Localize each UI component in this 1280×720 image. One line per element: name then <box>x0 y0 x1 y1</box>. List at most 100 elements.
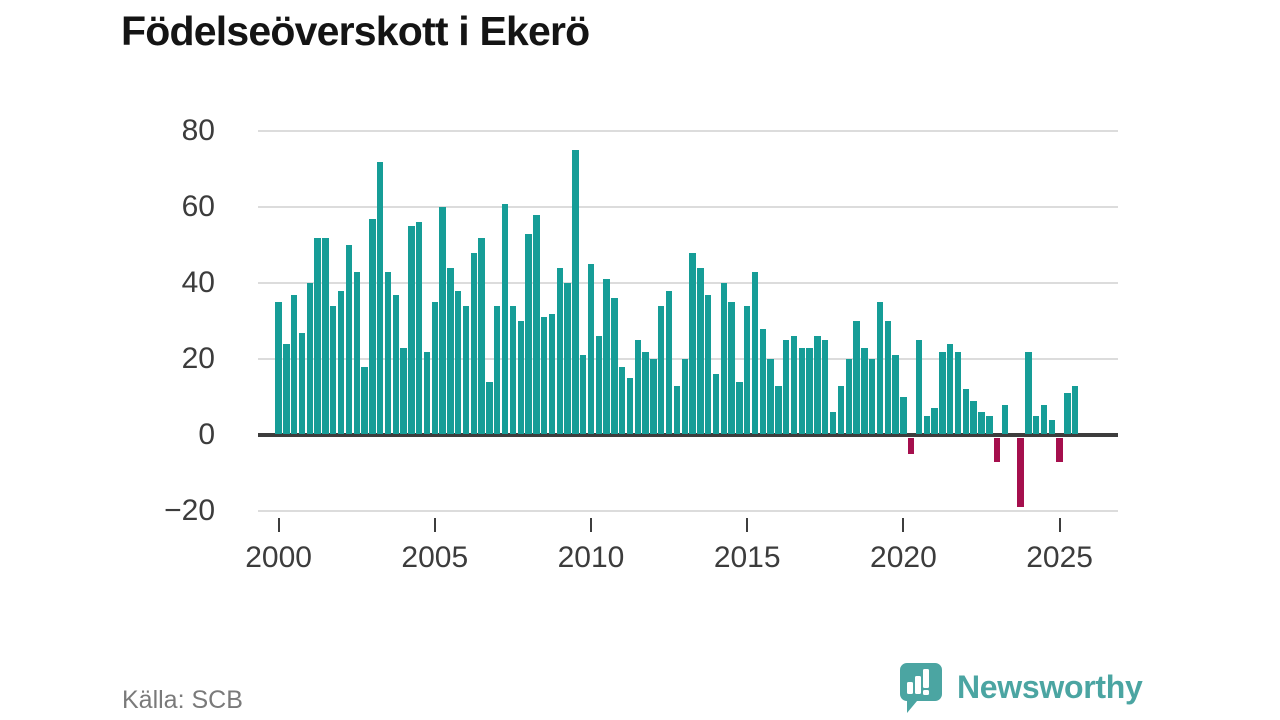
bar-2004Q4 <box>423 351 431 434</box>
y-tick-label-80: 80 <box>181 114 215 148</box>
bar-2017Q1 <box>806 347 813 434</box>
bar-2024Q4 <box>1048 419 1055 434</box>
bar-2006Q4 <box>486 381 493 434</box>
zero-axis-line <box>258 433 1118 437</box>
bar-2016Q3 <box>790 336 798 434</box>
bar-2003Q1 <box>369 218 376 434</box>
x-tick-label-2015: 2015 <box>713 541 781 574</box>
bar-2021Q4 <box>954 351 962 434</box>
bar-2018Q3 <box>853 321 860 434</box>
x-tick-2015 <box>746 518 749 532</box>
bar-2002Q2 <box>345 245 353 434</box>
bar-2025Q1 <box>1056 437 1063 462</box>
bar-2025Q2 <box>1064 393 1071 434</box>
bar-2021Q1 <box>931 408 938 434</box>
bar-2025Q3 <box>1072 385 1079 434</box>
bar-2009Q1 <box>556 268 563 434</box>
x-tick-label-2005: 2005 <box>401 541 469 574</box>
x-tick-2010 <box>590 518 592 532</box>
bar-2001Q2 <box>314 237 321 434</box>
x-tick-label-2025: 2025 <box>1026 541 1093 574</box>
bar-2013Q3 <box>697 268 704 434</box>
bar-2009Q4 <box>579 355 587 434</box>
newsworthy-bubble-chart-icon <box>899 662 945 720</box>
y-tick-label-20: 20 <box>181 342 215 376</box>
gridline-y60 <box>258 206 1118 209</box>
bar-2011Q3 <box>634 340 642 434</box>
bar-2016Q4 <box>798 347 806 434</box>
bar-2005Q3 <box>447 268 454 434</box>
bar-2011Q2 <box>626 378 634 434</box>
newsworthy-wordmark: Newsworthy <box>957 669 1143 705</box>
bar-2004Q2 <box>408 226 415 434</box>
source-note: Källa: SCB <box>122 686 243 714</box>
bar-2013Q1 <box>681 359 688 434</box>
bar-2002Q4 <box>361 366 368 434</box>
bar-2012Q2 <box>658 305 665 434</box>
bar-2000Q3 <box>291 294 298 434</box>
x-tick-2020 <box>902 518 905 532</box>
bar-2014Q4 <box>736 381 743 434</box>
bar-2021Q2 <box>939 351 946 434</box>
bar-2005Q4 <box>455 290 462 434</box>
bar-2016Q1 <box>775 385 782 434</box>
bar-2000Q2 <box>283 343 290 434</box>
bar-2018Q2 <box>845 359 852 434</box>
bar-2009Q3 <box>572 150 579 434</box>
bar-2015Q1 <box>744 305 751 434</box>
bar-2009Q2 <box>564 283 571 434</box>
bar-2011Q4 <box>642 351 649 434</box>
bar-2010Q3 <box>603 279 610 434</box>
bar-2008Q1 <box>525 233 532 434</box>
bar-2015Q2 <box>751 271 759 434</box>
bar-2013Q2 <box>689 252 696 434</box>
bar-2017Q2 <box>814 336 821 434</box>
bar-2022Q1 <box>962 389 970 434</box>
bar-2012Q1 <box>650 359 657 434</box>
bar-2005Q2 <box>439 207 446 434</box>
y-tick-label--20: −20 <box>164 493 215 527</box>
bar-2003Q2 <box>376 161 384 434</box>
bar-2016Q2 <box>783 340 790 434</box>
bar-2023Q4 <box>1017 437 1024 508</box>
x-tick-label-2010: 2010 <box>557 541 625 574</box>
bar-2007Q1 <box>494 305 501 434</box>
bar-2011Q1 <box>619 366 626 434</box>
x-tick-label-2020: 2020 <box>870 541 937 574</box>
x-tick-label-2000: 2000 <box>245 541 312 574</box>
bar-2008Q3 <box>540 317 548 434</box>
bar-2024Q3 <box>1040 404 1048 434</box>
bar-2015Q3 <box>759 328 766 434</box>
bar-2008Q2 <box>533 214 540 434</box>
bar-2020Q3 <box>915 340 923 434</box>
bar-2012Q4 <box>673 385 681 434</box>
y-tick-label-40: 40 <box>181 266 215 300</box>
newsworthy-logo: Newsworthy <box>899 662 1143 720</box>
bar-2001Q1 <box>306 283 314 434</box>
bar-2012Q3 <box>665 290 673 434</box>
gridline-y80 <box>258 130 1118 133</box>
bar-2022Q2 <box>970 400 977 434</box>
bar-2023Q2 <box>1001 404 1009 434</box>
bar-2018Q1 <box>837 385 845 434</box>
gridline-y20 <box>258 358 1118 361</box>
bar-2002Q1 <box>337 290 345 434</box>
bar-2010Q2 <box>595 336 602 434</box>
bar-2010Q4 <box>611 298 618 434</box>
bar-2017Q4 <box>829 412 837 434</box>
bar-2024Q1 <box>1025 351 1032 434</box>
bar-2004Q3 <box>415 222 423 434</box>
gridline-y-20 <box>258 509 1118 512</box>
x-tick-2000 <box>277 518 280 532</box>
bar-2019Q1 <box>868 359 876 434</box>
bar-2004Q1 <box>400 347 407 434</box>
bar-2007Q2 <box>501 203 509 434</box>
bar-2022Q4 <box>986 416 993 434</box>
y-tick-label-60: 60 <box>181 190 215 224</box>
bar-2018Q4 <box>861 347 868 434</box>
bar-2020Q2 <box>908 437 915 454</box>
bar-2003Q3 <box>384 271 392 434</box>
x-tick-2005 <box>433 518 436 532</box>
bar-2006Q3 <box>478 237 485 434</box>
y-tick-label-0: 0 <box>198 418 215 451</box>
